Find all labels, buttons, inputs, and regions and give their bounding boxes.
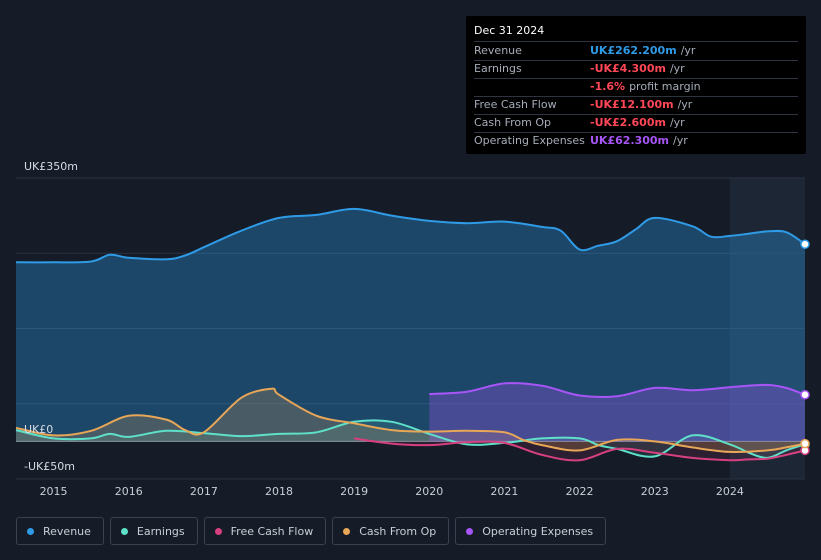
legend-item-operating-expenses[interactable]: Operating Expenses [455,517,607,545]
tooltip-row-unit: /yr [677,98,693,111]
y-top-label: UK£350m [24,160,78,173]
tooltip-row: -1.6% profit margin [474,79,798,97]
tooltip-row-value: UK£262.200m [590,44,677,57]
revenue-line [15,207,806,264]
grid-lines [16,177,805,480]
legend-label: Cash From Op [359,524,437,538]
x-axis-ticks: 2015 2016 2017 2018 2019 2020 2021 2022 2023 2024 [40,485,744,498]
legend-item-free-cash-flow[interactable]: Free Cash Flow [203,517,327,545]
tooltip-date: Dec 31 2024 [474,24,798,42]
revenue-end-marker [800,239,810,249]
tooltip-row-label: Cash From Op [474,116,552,129]
tooltip-row-label: Earnings [474,62,522,75]
tooltip-row-unit: /yr [673,134,688,147]
tooltip-row-label [474,79,590,96]
tooltip-row: Free Cash Flow -UK£12.100m/yr [474,97,798,115]
x-tick-label: 2023 [641,485,669,498]
earnings-area [16,420,805,458]
tooltip-row-value: UK£62.300m [590,134,670,147]
tooltip-row-value: -UK£4.300m [590,62,666,75]
y-zero-label: UK£0 [24,423,53,436]
tooltip-row: Revenue UK£262.200m/yr [474,43,798,61]
tooltip-row: Earnings -UK£4.300m/yr [474,61,798,79]
legend-label: Revenue [43,524,91,538]
legend-item-cash-from-op[interactable]: Cash From Op [332,517,450,545]
legend-dot-icon [27,527,34,535]
operating-expenses-line [429,382,806,398]
x-tick-label: 2017 [190,485,218,498]
operating-expenses-end-marker [800,389,810,400]
series-areas [16,208,805,461]
tooltip-row-label: Revenue [474,44,522,57]
chart: UK£350m UK£0 -UK£50m 2015 2016 2017 2018 201… [15,160,810,498]
series-lines [15,207,806,462]
tooltip: Dec 31 2024 Revenue UK£262.200m/yr Earning… [466,16,806,154]
tooltip-row-label: Operating Expenses [474,134,585,147]
legend-item-revenue[interactable]: Revenue [16,517,104,545]
tooltip-row-unit: profit margin [629,80,701,93]
legend-dot-icon [466,527,474,535]
tooltip-row-value: -UK£12.100m [590,98,674,111]
revenue-area [16,208,805,442]
legend-label: Operating Expenses [482,524,594,538]
legend: Revenue Earnings Free Cash Flow Cash From O… [16,517,607,547]
free-cash-flow-area [354,438,805,461]
legend-item-earnings[interactable]: Earnings [109,517,198,545]
tooltip-row: Cash From Op -UK£2.600m/yr [474,115,798,133]
x-tick-label: 2015 [40,485,68,498]
tooltip-row: Operating Expenses UK£62.300m/yr [474,133,798,150]
earnings-line [15,419,806,459]
x-tick-label: 2016 [115,485,143,498]
x-tick-label: 2020 [415,485,443,498]
tooltip-row-value: -1.6% [590,80,626,93]
tooltip-row-value: -UK£2.600m [590,116,666,129]
legend-dot-icon [120,527,128,535]
x-tick-label: 2024 [716,485,744,498]
x-tick-label: 2019 [340,485,368,498]
cash-from-op-end-marker [800,438,810,449]
series-end-markers [800,239,810,456]
operating-expenses-area [429,383,805,442]
x-tick-label: 2018 [265,485,293,498]
tooltip-row-unit: /yr [680,44,696,57]
cash-from-op-line [15,387,806,454]
legend-label: Earnings [136,524,185,538]
legend-label: Free Cash Flow [230,524,314,538]
cash-from-op-area [16,388,805,453]
tooltip-row-label: Free Cash Flow [474,98,557,111]
x-tick-label: 2021 [490,485,518,498]
y-bottom-label: -UK£50m [24,460,75,473]
tooltip-row-unit: /yr [669,116,685,129]
tooltip-rows: Revenue UK£262.200m/yr Earnings -UK£4.300m /… [474,43,798,150]
legend-dot-icon [343,527,351,535]
legend-dot-icon [214,527,222,535]
x-tick-label: 2022 [566,485,594,498]
free-cash-flow-line [353,437,806,462]
tooltip-row-unit: /yr [669,62,685,75]
